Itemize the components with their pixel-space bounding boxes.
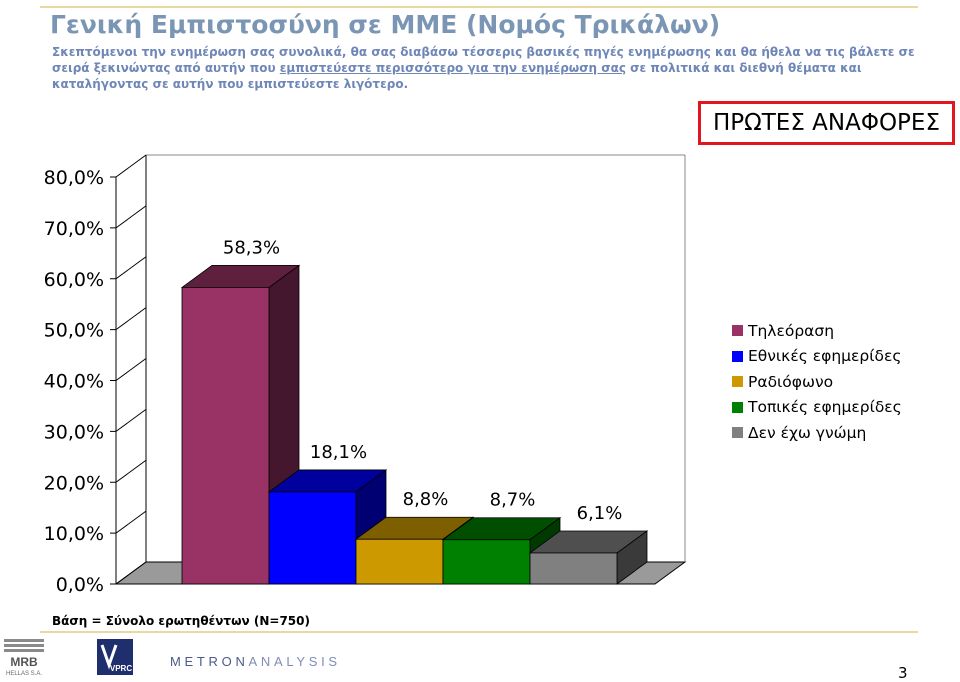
y-tick-depth-line — [115, 358, 147, 381]
legend-swatch — [732, 401, 743, 413]
legend-label: Ραδιόφωνο — [748, 372, 834, 391]
y-tick-depth-line — [115, 510, 147, 534]
y-tick-label: 30,0% — [44, 421, 104, 443]
y-tick-depth-line — [115, 307, 147, 331]
y-tick-label: 40,0% — [44, 371, 104, 393]
y-tick-label: 0,0% — [56, 574, 104, 596]
metron-logo-bold: METRON — [170, 654, 249, 669]
bar — [355, 538, 444, 585]
bar-data-label: 6,1% — [577, 503, 623, 524]
legend-item: Δεν έχω γνώμη — [732, 420, 902, 446]
page-number: 3 — [898, 664, 908, 682]
bar — [268, 491, 357, 585]
y-tick-depth-line — [115, 561, 147, 585]
base-note: Βάση = Σύνολο ερωτηθέντων (Ν=750) — [52, 614, 310, 628]
top-rule — [40, 6, 918, 8]
mrb-logo: MRB HELLAS S.A. — [4, 637, 44, 677]
bar — [181, 286, 270, 585]
y-tick-label: 20,0% — [44, 472, 104, 494]
legend-label: Δεν έχω γνώμη — [748, 423, 867, 442]
legend-swatch — [732, 376, 743, 388]
vprc-logo-text: VPRC — [110, 664, 132, 673]
legend-swatch — [732, 427, 743, 439]
y-tick-depth-line — [115, 154, 147, 178]
legend-item: Εθνικές εφημερίδες — [732, 344, 902, 370]
question-text: Σκεπτόμενοι την ενημέρωση σας συνολικά, … — [52, 44, 924, 92]
metron-analysis-logo: METRONANALYSIS — [170, 654, 341, 669]
y-tick-label: 80,0% — [44, 167, 104, 189]
mrb-logo-subtext: HELLAS S.A. — [6, 671, 42, 677]
legend-swatch — [732, 325, 743, 337]
vprc-logo: VPRC — [97, 639, 133, 675]
bar-data-label: 58,3% — [223, 237, 280, 258]
legend-item: Τοπικές εφημερίδες — [732, 395, 902, 421]
y-tick-label: 10,0% — [44, 523, 104, 545]
legend-label: Τηλεόραση — [748, 321, 835, 340]
question-text-part1: Σκεπτόμενοι την ενημέρωση σας συνολικά, … — [52, 45, 915, 75]
bar-data-label: 8,7% — [490, 490, 536, 511]
y-tick-label: 50,0% — [44, 320, 104, 342]
chart-legend: Τηλεόραση Εθνικές εφημερίδες Ραδιόφωνο Τοπι… — [732, 318, 902, 446]
metron-logo-thin: ANALYSIS — [248, 654, 341, 669]
y-tick-label: 60,0% — [44, 269, 104, 291]
legend-item: Τηλεόραση — [732, 318, 902, 344]
y-tick-depth-line — [115, 459, 147, 483]
y-tick-depth-line — [115, 205, 147, 229]
legend-label: Τοπικές εφημερίδες — [748, 398, 902, 417]
question-text-underlined: εμπιστεύεστε περισσότερο για την ενημέρω… — [279, 61, 626, 75]
legend-label: Εθνικές εφημερίδες — [748, 347, 902, 366]
first-mentions-badge: ΠΡΩΤΕΣ ΑΝΑΦΟΡΕΣ — [698, 101, 955, 145]
y-tick-depth-line — [115, 256, 147, 280]
bottom-rule — [40, 631, 918, 633]
question-text-part2: σε πολιτικά και διεθνή θέματα και καταλή… — [52, 61, 862, 91]
bar — [529, 552, 618, 585]
bar-data-label: 18,1% — [310, 442, 367, 463]
bar-data-label: 8,8% — [403, 489, 449, 510]
mrb-logo-text: MRB — [10, 655, 38, 669]
y-tick-depth-line — [115, 408, 147, 432]
legend-swatch — [732, 350, 743, 362]
page-title: Γενική Εμπιστοσύνη σε ΜΜΕ (Νομός Τρικάλω… — [50, 10, 721, 39]
legend-item: Ραδιόφωνο — [732, 369, 902, 395]
bar — [442, 539, 531, 585]
y-tick-label: 70,0% — [44, 218, 104, 240]
